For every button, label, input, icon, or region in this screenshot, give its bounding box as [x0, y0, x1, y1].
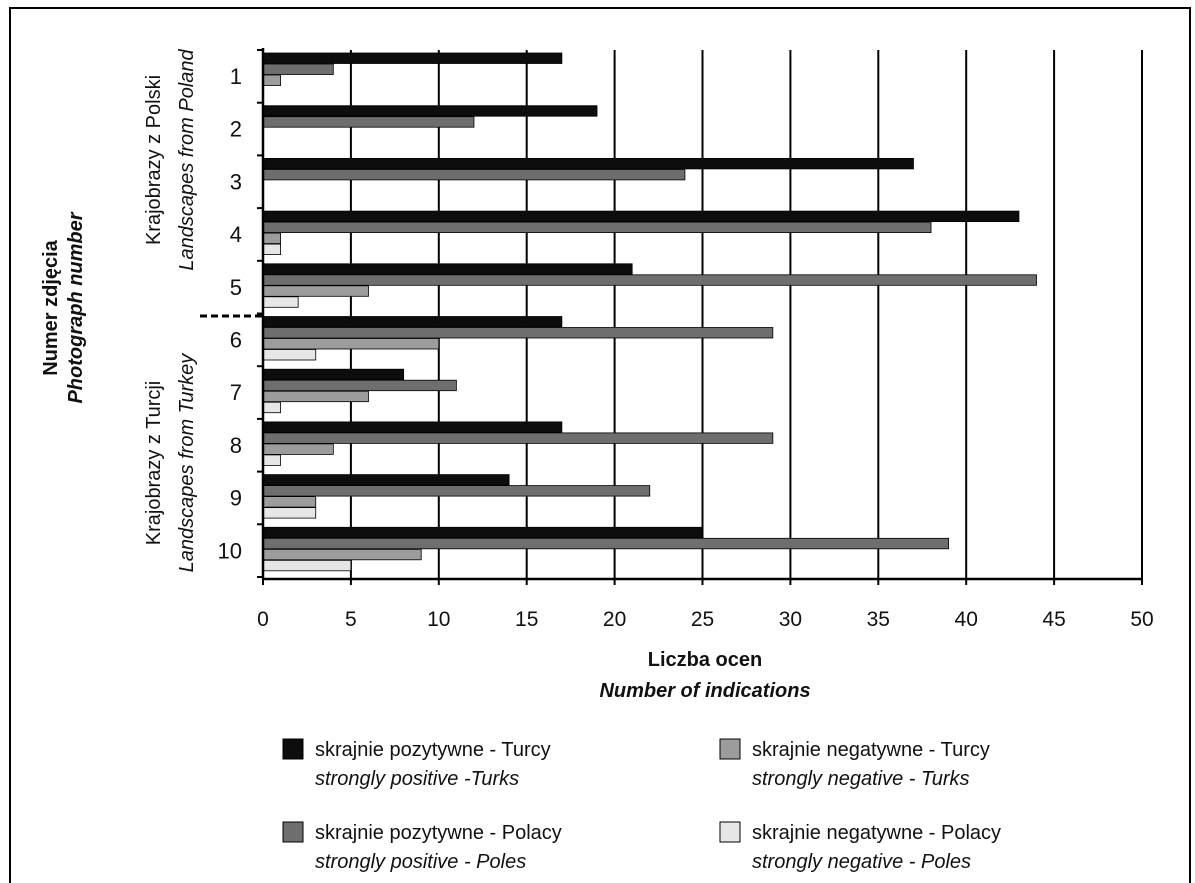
- bar-7-series-3: [262, 401, 281, 414]
- x-tick-label: 15: [515, 608, 538, 631]
- legend-item-positive-poles: skrajnie pozytywne - Polacy strongly pos…: [282, 821, 562, 873]
- category-label: 4: [230, 222, 242, 247]
- bar-9-series-2: [262, 496, 317, 508]
- legend: skrajnie pozytywne - Turcy strongly posi…: [282, 738, 1001, 873]
- legend-item-negative-turks: skrajnie negatywne - Turcy strongly nega…: [719, 738, 990, 790]
- category-label: 8: [230, 433, 242, 458]
- legend-label-positive-turks: skrajnie pozytywne - Turcy: [315, 739, 551, 761]
- bar-6-series-3: [262, 349, 317, 361]
- legend-label-negative-poles-en: strongly negative - Poles: [752, 851, 971, 873]
- x-axis-label-en: Number of indications: [599, 680, 810, 702]
- bar-1-series-0: [262, 52, 563, 64]
- bars: [262, 52, 1037, 572]
- x-tick-labels: 0 5 10 15 20 25 30 35 40 45 50: [257, 608, 1154, 631]
- bar-7-series-2: [262, 390, 369, 403]
- legend-swatch-negative-poles: [719, 821, 741, 843]
- x-tick-label: 50: [1130, 608, 1153, 631]
- legend-item-negative-poles: skrajnie negatywne - Polacy strongly neg…: [719, 821, 1001, 873]
- x-tick-label: 10: [427, 608, 450, 631]
- legend-label-positive-poles-en: strongly positive - Poles: [315, 851, 526, 873]
- x-tick-label: 0: [257, 608, 269, 631]
- bar-6-series-0: [262, 316, 563, 328]
- bar-8-series-3: [262, 454, 281, 466]
- bar-5-series-0: [262, 263, 633, 275]
- x-tick-label: 25: [691, 608, 714, 631]
- category-label: 9: [230, 486, 242, 511]
- bar-5-series-1: [262, 274, 1037, 286]
- bar-6-series-2: [262, 338, 440, 350]
- bar-10-series-2: [262, 548, 422, 561]
- bar-4-series-2: [262, 232, 281, 245]
- category-label: 3: [230, 169, 242, 194]
- group-label-turkey-en: Landscapes from Turkey: [176, 353, 198, 573]
- legend-swatch-negative-turks: [719, 738, 741, 760]
- bar-4-series-3: [262, 243, 281, 256]
- y-axis-label: Numer zdjęcia: [40, 239, 62, 375]
- bar-10-series-3: [262, 559, 352, 572]
- gridlines: [349, 50, 1143, 579]
- legend-label-positive-turks-en: strongly positive -Turks: [315, 768, 519, 790]
- bar-3-series-0: [262, 157, 914, 170]
- x-tick-label: 30: [779, 608, 802, 631]
- bar-8-series-0: [262, 421, 563, 433]
- bar-7-series-1: [262, 379, 457, 392]
- category-labels: 1 2 3 4 5 6 7 8 9 10: [218, 64, 242, 563]
- category-label: 1: [230, 64, 242, 89]
- bar-9-series-0: [262, 474, 510, 486]
- bar-1-series-1: [262, 63, 334, 75]
- x-tick-label: 35: [867, 608, 890, 631]
- legend-item-positive-turks: skrajnie pozytywne - Turcy strongly posi…: [282, 738, 551, 790]
- category-label: 6: [230, 328, 242, 353]
- legend-label-positive-poles: skrajnie pozytywne - Polacy: [315, 822, 562, 844]
- legend-label-negative-poles: skrajnie negatywne - Polacy: [752, 822, 1001, 844]
- axes: [257, 48, 1143, 585]
- bar-5-series-3: [262, 296, 299, 308]
- legend-label-negative-turks-en: strongly negative - Turks: [752, 768, 970, 790]
- bar-10-series-1: [262, 537, 950, 550]
- x-axis-label: Liczba ocen: [648, 649, 762, 671]
- y-axis-label-en: Photograph number: [65, 211, 87, 403]
- group-label-poland-en: Landscapes from Poland: [176, 48, 198, 270]
- bar-5-series-2: [262, 285, 369, 297]
- bar-4-series-1: [262, 221, 932, 234]
- bar-6-series-1: [262, 327, 774, 339]
- bar-7-series-0: [262, 368, 405, 381]
- bar-8-series-1: [262, 432, 774, 444]
- bar-4-series-0: [262, 210, 1020, 223]
- x-tick-label: 40: [955, 608, 978, 631]
- bar-1-series-2: [262, 74, 281, 86]
- bar-10-series-0: [262, 526, 703, 539]
- bar-9-series-3: [262, 507, 317, 519]
- category-label: 5: [230, 275, 242, 300]
- legend-swatch-positive-poles: [282, 821, 304, 843]
- x-tick-label: 45: [1042, 608, 1065, 631]
- group-label-turkey: Krajobrazy z Turcji: [143, 381, 165, 546]
- legend-swatch-positive-turks: [282, 738, 304, 760]
- x-tick-label: 20: [603, 608, 626, 631]
- x-tick-label: 5: [345, 608, 357, 631]
- bar-3-series-1: [262, 168, 686, 181]
- figure-border: [9, 7, 1191, 883]
- category-label: 10: [218, 538, 242, 563]
- group-label-poland: Krajobrazy z Polski: [143, 75, 165, 245]
- bar-8-series-2: [262, 443, 334, 455]
- bar-9-series-1: [262, 485, 651, 497]
- bar-2-series-1: [262, 116, 475, 128]
- legend-label-negative-turks: skrajnie negatywne - Turcy: [752, 739, 990, 761]
- category-label: 2: [230, 117, 242, 142]
- category-label: 7: [230, 380, 242, 405]
- bar-2-series-0: [262, 105, 598, 117]
